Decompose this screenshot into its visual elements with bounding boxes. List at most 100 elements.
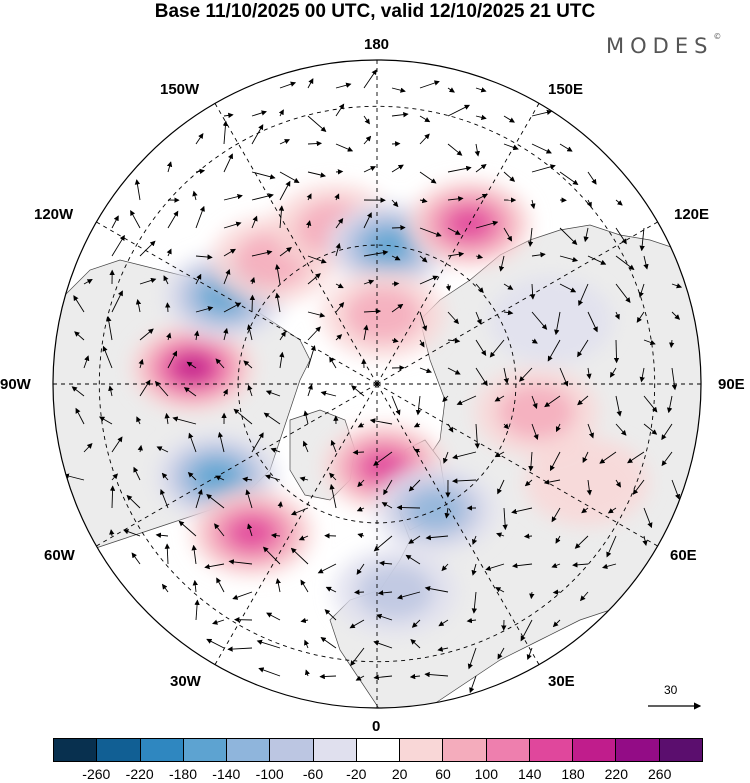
wind-arrow [586, 367, 592, 380]
wind-arrow [587, 255, 607, 265]
wind-arrow [233, 408, 253, 425]
wind-arrow [139, 277, 157, 285]
wind-arrow [222, 120, 229, 145]
wind-arrow [474, 143, 480, 157]
wind-arrow [363, 250, 389, 257]
wind-arrow [307, 140, 323, 147]
wind-arrow [520, 619, 533, 642]
colorbar-tick-label: 60 [435, 766, 451, 782]
wind-arrow [475, 163, 487, 173]
wind-arrow [577, 339, 589, 358]
wind-arrow [351, 385, 365, 397]
wind-arrow [155, 532, 169, 538]
wind-arrow [335, 217, 344, 229]
wind-arrow [639, 367, 645, 383]
wind-arrow [615, 199, 623, 206]
wind-arrow [102, 345, 113, 369]
wind-arrow [195, 488, 203, 509]
wind-arrow [572, 562, 589, 568]
wind-arrow [419, 80, 440, 89]
wind-arrow [582, 451, 589, 464]
wind-arrow [447, 165, 472, 173]
wind-arrow [335, 334, 343, 341]
wind-arrow [247, 523, 253, 537]
wind-arrow [335, 302, 345, 313]
wind-arrow [447, 311, 460, 325]
wind-arrow [304, 669, 311, 677]
wind-arrow [187, 471, 197, 481]
wind-arrow [363, 69, 377, 89]
meridian-line [376, 383, 658, 547]
wind-arrow [503, 283, 514, 290]
wind-arrow [578, 283, 589, 307]
wind-arrow [130, 210, 141, 229]
wind-arrow [363, 135, 372, 145]
wind-arrow [373, 535, 393, 552]
wind-arrow [324, 609, 337, 621]
wind-arrow [437, 646, 449, 652]
wind-arrow [279, 171, 300, 183]
wind-arrow [335, 283, 344, 289]
wind-arrow [602, 563, 617, 570]
wind-arrow [216, 577, 225, 593]
wind-arrow [266, 612, 281, 621]
wind-arrow [300, 579, 309, 593]
colorbar-swatch [356, 739, 401, 761]
wind-arrow [606, 535, 617, 558]
wind-arrow [447, 87, 455, 93]
colorbar-swatch [313, 739, 357, 761]
wind-arrow [502, 507, 508, 531]
wind-arrow [134, 179, 141, 201]
colorbar-tick-label: -180 [168, 766, 198, 782]
wind-arrow [391, 164, 404, 173]
wind-arrow [139, 240, 156, 257]
wind-arrow [186, 361, 197, 369]
wind-arrow [307, 326, 321, 341]
meridian-line [214, 383, 378, 665]
wind-arrow [111, 234, 125, 257]
wind-arrow [419, 255, 428, 263]
wind-arrow [166, 332, 172, 341]
wind-arrow [586, 199, 592, 208]
colorbar-swatch [529, 739, 574, 761]
wind-arrow [643, 423, 658, 435]
wind-arrow [154, 380, 169, 397]
wind-arrow [587, 311, 598, 333]
wind-arrow [265, 390, 281, 397]
wind-arrow [265, 474, 281, 481]
wind-arrow [192, 579, 198, 593]
wind-arrow [319, 673, 337, 680]
wind-arrow [632, 479, 645, 495]
wind-arrow [299, 476, 309, 482]
wind-arrow [475, 339, 487, 356]
meridian-line [96, 383, 378, 547]
wind-arrow [456, 395, 477, 406]
wind-arrow [274, 264, 281, 285]
wind-arrow [580, 591, 589, 602]
wind-arrow [251, 110, 267, 117]
wind-arrow [391, 199, 399, 208]
wind-arrow [529, 591, 535, 600]
wind-arrow [377, 590, 393, 596]
wind-arrow [334, 193, 340, 201]
wind-arrow [306, 220, 312, 229]
wind-arrow [615, 227, 627, 245]
wind-arrow [524, 479, 533, 487]
wind-arrow [75, 407, 85, 425]
wind-arrow [278, 205, 285, 229]
wind-arrow [166, 248, 172, 257]
wind-arrow [194, 330, 200, 341]
colorbar-swatch [486, 739, 530, 761]
wind-arrow [639, 227, 645, 252]
wind-arrow [191, 544, 197, 565]
wind-arrow [555, 423, 561, 433]
wind-arrow [379, 560, 393, 566]
modes-logo: MODES© [606, 32, 721, 58]
wind-arrow [531, 109, 553, 117]
colorbar-tick-label: -220 [125, 766, 154, 782]
wind-arrow [497, 479, 505, 495]
wind-arrow [445, 283, 452, 292]
wind-arrow [73, 295, 85, 313]
wind-arrow [425, 534, 449, 541]
wind-arrow [363, 212, 372, 229]
